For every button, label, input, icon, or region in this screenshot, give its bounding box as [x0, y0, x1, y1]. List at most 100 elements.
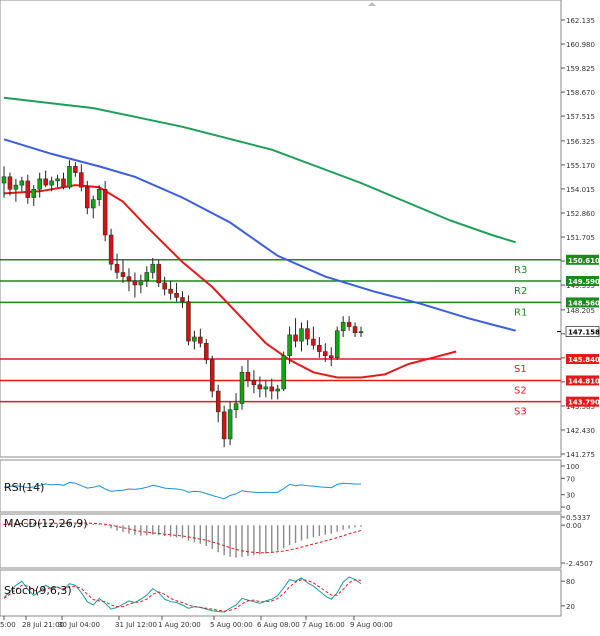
candle-body: [287, 334, 292, 356]
moving-average-line: [3, 96, 516, 244]
rsi-line: [3, 481, 361, 500]
candle-body: [299, 328, 304, 342]
level-badge-text-r2: 149.590: [568, 278, 600, 286]
candle-body: [144, 272, 150, 282]
level-badge-s1: [566, 354, 599, 365]
candle-body: [13, 184, 19, 190]
candle-body: [49, 180, 54, 186]
rsi-panel: [0, 459, 562, 513]
candle-body: [317, 345, 322, 352]
price-tick-label: 143.585: [566, 403, 595, 411]
candle-body: [156, 263, 161, 284]
price-tick-label: 152.860: [566, 210, 595, 218]
candle-body: [108, 234, 114, 265]
current-price-text: 147.158: [568, 329, 600, 337]
scroll-arrow-icon[interactable]: [368, 2, 376, 6]
rsi-tick-label: 30: [566, 492, 575, 500]
level-badge-text-r1: 148.560: [568, 299, 600, 307]
candle-body: [186, 301, 191, 342]
candle-body: [215, 390, 221, 413]
level-name-r2: R2: [514, 286, 527, 297]
moving-average-line: [3, 184, 457, 379]
candle-body: [352, 326, 358, 334]
price-tick-label: 157.515: [566, 113, 595, 121]
time-tick-label: 5:00: [0, 621, 16, 629]
candle-body: [198, 336, 203, 344]
candle-body: [323, 351, 328, 356]
price-tick-label: 148.205: [566, 307, 595, 315]
candle-body: [180, 297, 185, 302]
stoch-title: Stoch(9,6,3): [4, 584, 72, 597]
rsi-tick-label: 100: [566, 463, 579, 471]
rsi-title: RSI(14): [4, 481, 44, 494]
candle-body: [114, 263, 120, 273]
level-name-s3: S3: [514, 407, 527, 418]
candle-body: [245, 372, 251, 381]
candle-body: [91, 199, 96, 209]
level-badge-text-s2: 144.810: [568, 377, 600, 385]
price-tick-label: 158.670: [566, 89, 595, 97]
candle-body: [210, 359, 215, 392]
candle-body: [346, 322, 352, 327]
rsi-tick-label: 0: [566, 504, 570, 512]
level-badge-text-s3: 143.790: [568, 399, 600, 407]
price-tick-label: 142.430: [566, 427, 595, 435]
candle-body: [168, 288, 173, 294]
candle-body: [269, 386, 274, 392]
candle-body: [204, 342, 209, 361]
price-tick-label: 160.980: [566, 41, 595, 49]
candle-body: [96, 189, 102, 200]
macd-signal-line: [3, 522, 362, 554]
candle-body: [126, 276, 132, 282]
candle-body: [221, 411, 227, 440]
candle-body: [102, 189, 108, 236]
candle-body: [293, 334, 298, 342]
stoch-signal-line: [3, 579, 362, 612]
candle-body: [239, 372, 245, 404]
candle-body: [138, 280, 144, 286]
level-name-r1: R1: [514, 307, 527, 318]
level-badge-text-r3: 150.610: [568, 257, 600, 265]
time-tick-label: 9 Aug 00:00: [350, 621, 393, 629]
candle-body: [174, 293, 179, 298]
price-tick-label: 155.170: [566, 162, 595, 170]
price-tick-label: 162.135: [566, 17, 595, 25]
candle-body: [67, 166, 72, 188]
candle-body: [79, 172, 84, 188]
level-name-s1: S1: [514, 364, 527, 375]
stoch-tick-label: 20: [566, 603, 575, 611]
candle-body: [233, 403, 239, 411]
candle-body: [340, 322, 346, 331]
price-tick-label: 156.325: [566, 138, 595, 146]
candle-body: [1, 176, 7, 184]
price-tick-label: 154.015: [566, 186, 595, 194]
level-badge-r3: [566, 254, 599, 265]
stoch-tick-label: 80: [566, 578, 575, 586]
candle-body: [227, 409, 233, 440]
candle-body: [251, 380, 257, 386]
candle-body: [192, 336, 197, 342]
candle-body: [358, 331, 364, 334]
moving-average-line: [3, 138, 516, 332]
candle-body: [7, 176, 13, 190]
candle-body: [25, 180, 31, 198]
candle-body: [55, 178, 60, 182]
candle-body: [61, 178, 66, 188]
candle-body: [19, 180, 25, 186]
candle-body: [311, 338, 316, 346]
level-badge-s2: [566, 375, 599, 386]
level-badge-s3: [566, 396, 599, 407]
price-tick-label: 149.395: [566, 282, 595, 290]
rsi-tick-label: 70: [566, 475, 575, 483]
stoch-main-line: [3, 576, 362, 613]
candle-body: [132, 280, 138, 286]
candle-body: [305, 328, 310, 340]
time-tick-label: 30 Jul 04:00: [58, 621, 100, 629]
candle-body: [334, 330, 340, 359]
price-tick-label: 159.825: [566, 65, 595, 73]
level-name-r3: R3: [514, 265, 527, 276]
price-tick-label: 151.705: [566, 234, 595, 242]
candle-body: [275, 388, 280, 392]
